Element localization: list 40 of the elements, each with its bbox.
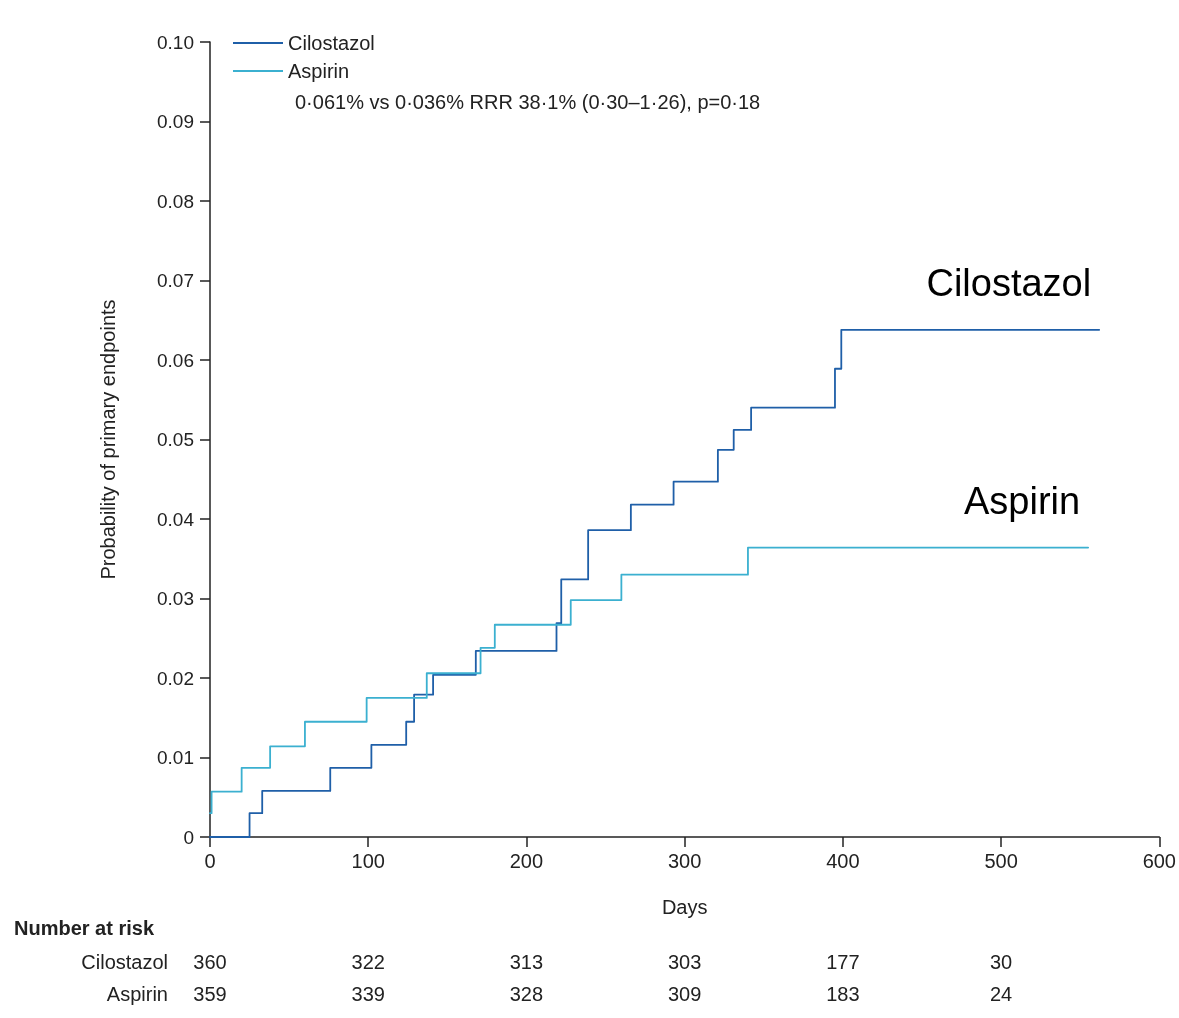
text: 177 bbox=[826, 951, 860, 973]
x-tick-label: 0 bbox=[204, 850, 216, 872]
text: 303 bbox=[667, 951, 702, 973]
x-tick-label: 400 bbox=[826, 850, 860, 872]
annotation: 0·061% vs 0·036% RRR 38·1% (0·30–1·26), p=0·18 bbox=[295, 91, 761, 113]
x-tick-label: 200 bbox=[509, 850, 544, 872]
legend-label: Aspirin bbox=[288, 60, 350, 82]
y-axis-title: Probability of primary endpoints bbox=[97, 299, 119, 580]
legend-label: Cilostazol bbox=[288, 32, 375, 54]
x-tick-label: 100 bbox=[351, 850, 385, 872]
text: Aspirin bbox=[106, 983, 168, 1005]
text: 24 bbox=[989, 983, 1013, 1005]
text: 360 bbox=[193, 951, 227, 973]
y-tick-label: 0.07 bbox=[157, 270, 194, 291]
text: 30 bbox=[989, 951, 1013, 973]
text: 313 bbox=[509, 951, 544, 973]
y-tick-label: 0.01 bbox=[157, 747, 194, 768]
y-tick-label: 0.09 bbox=[157, 111, 194, 132]
text: 328 bbox=[509, 983, 544, 1005]
y-tick-label: 0.04 bbox=[157, 508, 195, 530]
text: 359 bbox=[193, 983, 227, 1005]
text: 339 bbox=[351, 983, 385, 1005]
text: 322 bbox=[351, 951, 385, 973]
x-axis-title: Days bbox=[661, 896, 708, 918]
text: Cilostazol bbox=[926, 261, 1092, 304]
text: Number at risk bbox=[14, 917, 155, 939]
text: 309 bbox=[667, 983, 702, 1005]
y-tick-label: 0.05 bbox=[157, 429, 194, 450]
y-tick-label: 0 bbox=[183, 826, 194, 848]
text: Cilostazol bbox=[81, 951, 168, 973]
text: 183 bbox=[826, 983, 860, 1005]
y-tick-label: 0.03 bbox=[157, 588, 194, 609]
y-tick-label: 0.02 bbox=[157, 667, 194, 689]
x-tick-label: 500 bbox=[984, 850, 1018, 872]
x-tick-label: 600 bbox=[1142, 850, 1176, 872]
y-tick-label: 0.06 bbox=[157, 349, 194, 371]
text: Aspirin bbox=[963, 479, 1081, 522]
y-tick-label: 0.10 bbox=[157, 31, 194, 53]
x-tick-label: 300 bbox=[667, 850, 702, 872]
y-tick-label: 0.08 bbox=[157, 190, 194, 212]
